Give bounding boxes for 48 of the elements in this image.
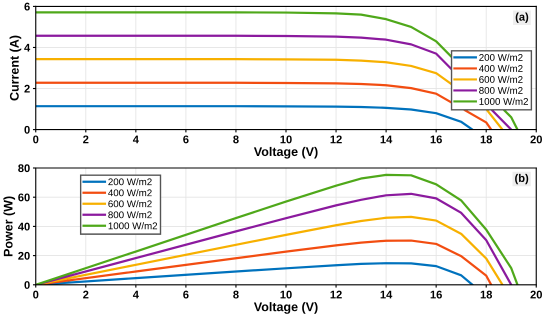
annotation: (a) — [516, 12, 528, 23]
x-tick-label: 0 — [33, 135, 38, 144]
legend-label: 400 W/m2 — [108, 189, 152, 196]
legend-label: 800 W/m2 — [479, 86, 523, 94]
legend-label: 600 W/m2 — [479, 76, 523, 83]
y-tick-label: 0 — [24, 126, 30, 134]
x-axis-title: Voltage (V) — [254, 302, 318, 314]
x-tick-label: 10 — [280, 290, 292, 299]
x-axis-title: Voltage (V) — [254, 146, 318, 159]
x-tick-label: 2 — [83, 290, 88, 298]
x-tick-label: 6 — [183, 290, 189, 299]
legend-label: 200 W/m2 — [108, 178, 152, 186]
legend-label: 400 W/m2 — [478, 64, 523, 72]
x-tick-label: 12 — [330, 290, 342, 298]
y-tick-label: 4 — [24, 44, 30, 52]
x-tick-label: 16 — [430, 290, 442, 299]
y-tick-label: 80 — [18, 164, 30, 172]
y-tick-label: 20 — [18, 252, 30, 260]
x-tick-label: 20 — [530, 135, 542, 144]
x-tick-label: 4 — [132, 290, 139, 298]
x-tick-label: 16 — [430, 135, 442, 144]
line-series — [36, 105, 474, 130]
y-tick-label: 2 — [24, 84, 30, 93]
legend-label: 1000 W/m2 — [480, 98, 528, 105]
y-tick-label: 0 — [24, 281, 30, 289]
x-tick-label: 8 — [233, 290, 239, 299]
legend-label: 600 W/m2 — [108, 200, 152, 208]
x-tick-label: 10 — [280, 135, 292, 144]
x-tick-label: 6 — [183, 135, 189, 144]
y-axis-title: Current (A) — [10, 36, 22, 100]
x-tick-label: 2 — [83, 135, 88, 144]
x-tick-label: 4 — [132, 136, 139, 144]
y-axis-title: Power (W) — [3, 196, 16, 256]
x-tick-label: 0 — [33, 290, 38, 299]
x-tick-label: 8 — [233, 135, 239, 144]
annotation: (b) — [515, 174, 528, 184]
x-tick-label: 12 — [330, 135, 342, 144]
x-tick-label: 20 — [530, 290, 542, 299]
x-tick-label: 18 — [480, 290, 492, 299]
x-tick-label: 14 — [380, 290, 392, 298]
x-tick-label: 18 — [480, 135, 492, 144]
y-tick-label: 40 — [18, 222, 30, 231]
x-tick-label: 14 — [380, 136, 392, 144]
legend-label: 800 W/m2 — [108, 211, 152, 218]
y-tick-label: 60 — [18, 193, 30, 202]
y-tick-label: 6 — [24, 2, 30, 11]
legend-label: 1000 W/m2 — [108, 222, 158, 230]
legend-label: 200 W/m2 — [479, 54, 523, 61]
